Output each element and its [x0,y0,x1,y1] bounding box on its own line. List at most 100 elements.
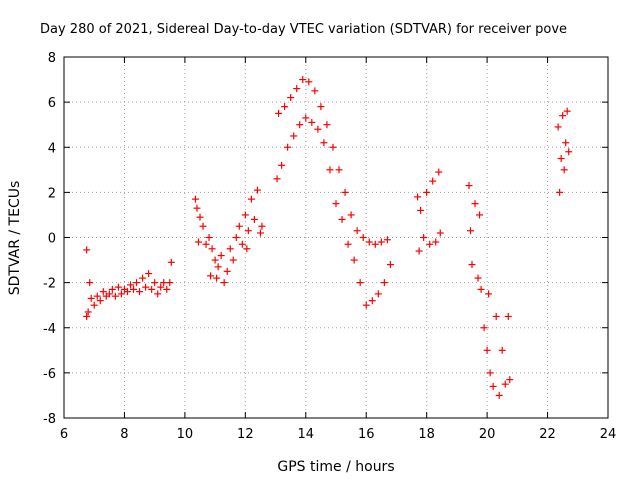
data-point [241,211,249,219]
data-point [166,279,174,287]
x-tick-label: 20 [479,427,496,442]
y-tick-label: -4 [43,322,56,337]
data-point [273,175,281,183]
y-axis-label: SDTVAR / TECUs [7,181,23,296]
data-point [157,283,165,291]
data-point [485,290,493,298]
data-point [126,281,134,289]
data-point [560,166,568,174]
data-point [205,234,213,241]
y-tick-label: -6 [43,367,56,382]
x-tick-label: 14 [298,427,315,442]
series-cluster-2 [191,186,266,287]
data-point [296,121,304,129]
data-point [284,143,292,151]
data-point [154,290,162,298]
data-point [142,283,150,291]
y-tick-label: 2 [48,186,56,201]
data-point [326,166,334,174]
data-point [207,272,215,280]
data-point [495,391,503,399]
data-point [353,227,361,235]
data-point [489,382,497,390]
data-point [308,118,316,126]
data-point [226,245,234,253]
data-point [281,103,289,111]
data-point [196,213,204,221]
data-point [557,155,565,163]
data-point [359,234,367,241]
y-tick-label: -8 [43,412,56,427]
data-point [293,85,301,93]
y-tick-label: 8 [48,51,56,66]
data-point [235,222,243,230]
data-point [492,312,500,320]
data-point [299,76,307,84]
data-point [565,148,573,156]
data-point [220,279,228,287]
data-point [429,177,437,185]
data-point [414,193,422,201]
data-point [151,279,159,287]
data-point [86,279,94,287]
data-point [480,324,488,332]
data-point [302,114,310,122]
data-point [344,240,352,248]
data-point [136,288,144,296]
data-point [253,186,261,194]
y-tick-label: -2 [43,277,56,292]
data-point [498,346,506,354]
data-point [217,252,225,260]
data-point [238,240,246,248]
data-point [211,256,219,264]
data-point [114,283,122,291]
data-point [244,227,252,235]
data-point [258,222,266,230]
data-point [199,222,207,230]
data-point [148,285,156,293]
data-point [338,215,346,223]
data-point [554,123,562,131]
data-point [371,240,379,248]
data-point [247,195,255,203]
data-point [563,107,571,115]
series-cluster-3 [273,76,394,309]
data-point [290,132,298,140]
data-point [347,211,355,219]
x-axis-label: GPS time / hours [277,459,394,475]
data-point [465,182,473,190]
data-point [278,161,286,169]
data-point [335,166,343,174]
data-point [468,261,476,269]
data-point [160,279,168,287]
data-point [435,168,443,176]
data-point [275,109,283,117]
data-point [386,261,394,269]
data-point [436,229,444,237]
data-point [377,238,385,246]
data-point [350,256,358,264]
data-point [139,274,147,282]
data-point [368,297,376,305]
data-point [415,247,423,255]
data-point [256,229,264,237]
data-point [111,292,119,300]
data-point [329,143,337,151]
data-point [90,301,98,309]
data-point [466,227,474,235]
data-point [84,308,92,316]
x-tick-label: 22 [539,427,556,442]
data-point [208,245,216,253]
data-point [341,188,349,196]
data-point [305,78,313,86]
y-tick-label: 4 [48,141,56,156]
data-point [99,288,107,296]
x-tick-label: 18 [418,427,435,442]
x-tick-label: 10 [177,427,194,442]
data-point [417,206,425,214]
data-point [432,238,440,246]
data-point [486,369,494,377]
x-tick-label: 8 [120,427,128,442]
data-point [471,200,479,208]
